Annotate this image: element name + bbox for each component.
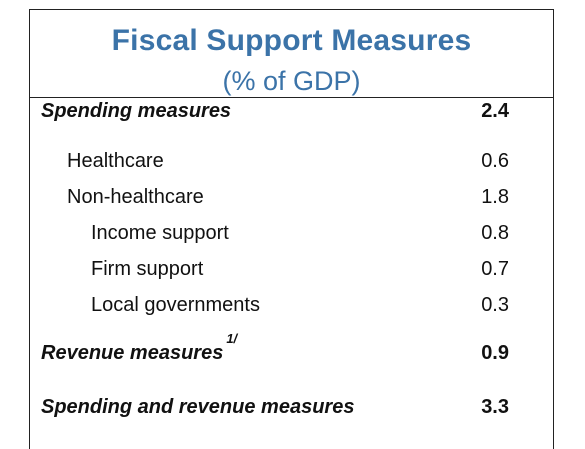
table-subtitle: (% of GDP) xyxy=(222,66,361,96)
row-value: 0.9 xyxy=(481,342,509,364)
row-local-governments: Local governments 0.3 xyxy=(30,290,553,320)
row-healthcare: Healthcare 0.6 xyxy=(30,146,553,176)
row-income-support: Income support 0.8 xyxy=(30,218,553,248)
row-label: Local governments xyxy=(91,294,260,316)
row-value: 0.6 xyxy=(481,150,509,172)
fiscal-table: Fiscal Support Measures (% of GDP) Spend… xyxy=(29,9,554,449)
row-label: Income support xyxy=(91,222,229,244)
row-label: Firm support xyxy=(91,258,204,280)
row-non-healthcare: Non-healthcare 1.8 xyxy=(30,182,553,212)
row-value: 0.7 xyxy=(481,258,509,280)
row-firm-support: Firm support 0.7 xyxy=(30,254,553,284)
row-value: 0.3 xyxy=(481,294,509,316)
row-label: Spending and revenue measures xyxy=(41,396,355,418)
row-label: Healthcare xyxy=(67,150,164,172)
row-value: 1.8 xyxy=(481,186,509,208)
table-title: Fiscal Support Measures xyxy=(111,24,472,57)
row-label-text: Revenue measures xyxy=(41,342,224,364)
row-value: 0.8 xyxy=(481,222,509,244)
row-label: Non-healthcare xyxy=(67,186,204,208)
row-value: 2.4 xyxy=(481,100,509,122)
row-label: Spending measures xyxy=(41,100,232,122)
header-divider xyxy=(30,97,553,98)
row-label: Revenue measures1/ xyxy=(41,332,237,368)
row-revenue-measures: Revenue measures1/ 0.9 xyxy=(30,332,553,368)
row-value: 3.3 xyxy=(481,396,509,418)
footnote-marker: 1/ xyxy=(226,331,238,347)
row-spending-measures: Spending measures 2.4 xyxy=(30,96,553,126)
row-spending-and-revenue-measures: Spending and revenue measures 3.3 xyxy=(30,392,553,422)
